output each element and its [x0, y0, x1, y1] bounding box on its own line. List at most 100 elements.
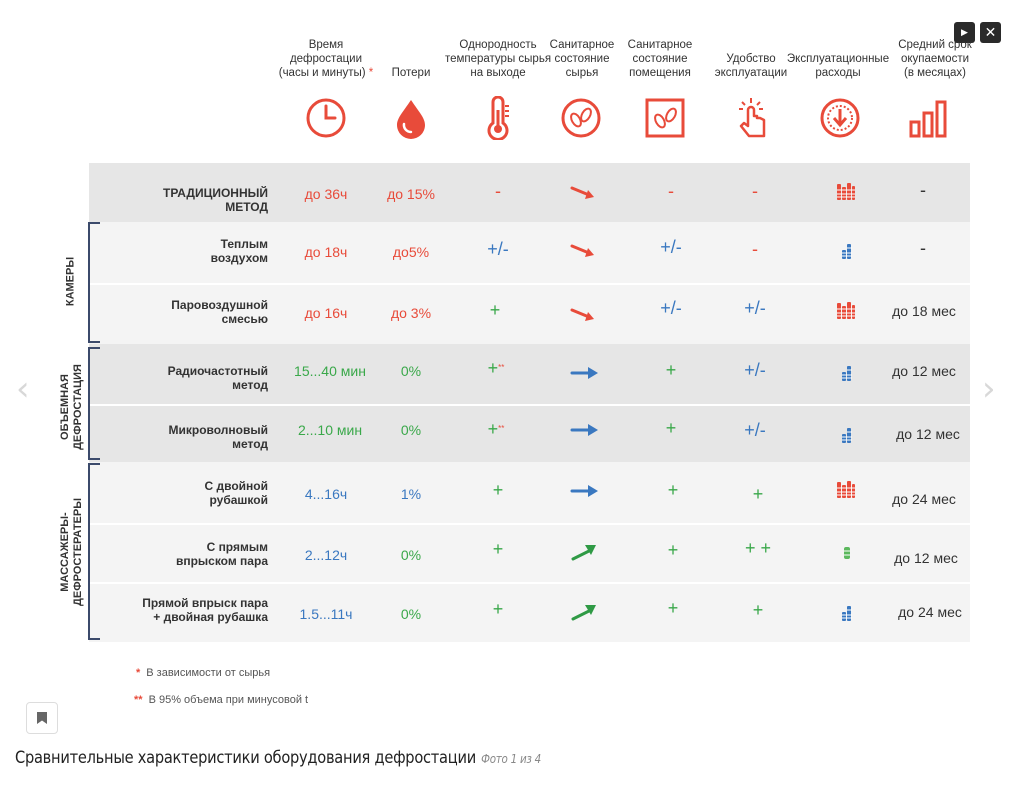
cell-loss: до5%: [392, 244, 430, 260]
row-label: Прямой впрыск пара + двойная рубашка: [110, 596, 268, 624]
row-label-line: Теплым: [220, 237, 268, 251]
cell-room-sanitary: +: [665, 360, 677, 380]
group-label-text: ДЕФРОСТАЦИЯ: [72, 364, 84, 450]
row-label-line: рубашкой: [209, 493, 269, 507]
cell-uniformity-value: +: [487, 358, 499, 378]
row-label-line: Радиочастотный: [167, 364, 268, 378]
header-line: окупаемости: [900, 53, 970, 65]
chevron-left-icon: ‹: [16, 369, 30, 409]
cell-payback: до 24 мес: [892, 491, 956, 507]
header-defrost-time: Время дефростации (часы и минуты) *: [274, 38, 378, 80]
cell-payback: до 18 мес: [892, 303, 956, 319]
header-payback: Средний срок окупаемости (в месяцах): [891, 38, 979, 80]
cell-room-sanitary: +: [665, 418, 677, 438]
group-label-massagers: МАССАЖЕРЫ- ДЕФРОСТЕРАТЕРЫ: [59, 492, 85, 612]
cell-room-sanitary: +/-: [660, 237, 682, 257]
footnote-mark: **: [134, 694, 143, 706]
cell-payback: до 24 мес: [898, 604, 962, 620]
cell-uniformity: +: [492, 480, 504, 500]
header-line: помещения: [629, 67, 691, 79]
cell-room-sanitary: -: [668, 181, 674, 201]
header-raw-sanitary: Санитарное состояние сырья: [545, 38, 619, 80]
cell-uniformity-value: +: [487, 419, 499, 439]
row-label: С прямым впрыском пара: [110, 540, 268, 568]
cell-time: 1.5...11ч: [299, 606, 353, 622]
row-label-line: воздухом: [210, 251, 268, 265]
cell-time: 15...40 мин: [294, 363, 366, 379]
group-label-text: ДЕФРОСТЕРАТЕРЫ: [72, 498, 84, 606]
group-bracket-massagers: [88, 463, 100, 640]
clock-icon: [304, 96, 348, 140]
cell-uniformity: +: [489, 300, 501, 320]
coin-single-icon: [844, 547, 850, 559]
row-band-warm-air: [89, 222, 970, 283]
cell-loss: 0%: [400, 363, 422, 379]
footnote-mark: *: [136, 667, 141, 679]
cell-convenience: -: [752, 181, 758, 201]
header-line: Санитарное: [627, 39, 693, 51]
row-band-traditional: [89, 163, 970, 222]
header-convenience: Удобство эксплуатации: [709, 52, 793, 80]
row-band-radio: [89, 344, 970, 404]
arrow-right-icon: [570, 424, 598, 436]
bacteria-icon: [559, 96, 603, 140]
cell-time: 4...16ч: [304, 486, 348, 502]
coins-high-icon: [837, 183, 855, 200]
cell-loss: 0%: [400, 547, 422, 563]
cell-convenience: +: [752, 484, 764, 504]
play-icon: ▶: [961, 27, 968, 37]
bookmark-button[interactable]: [26, 702, 58, 734]
next-photo-button[interactable]: ›: [982, 372, 996, 406]
row-label-line: ТРАДИЦИОННЫЙ: [163, 186, 268, 200]
row-label-line: впрыском пара: [175, 554, 268, 568]
cell-convenience: -: [752, 239, 758, 259]
header-line: Потери: [391, 67, 431, 79]
cell-payback: -: [920, 238, 926, 258]
row-label-line: метод: [232, 437, 268, 451]
cell-time: 2...12ч: [304, 547, 348, 563]
bookmark-icon: [37, 712, 47, 724]
photo-counter: Фото 1 из 4: [481, 752, 541, 766]
row-label-line: + двойная рубашка: [153, 610, 268, 624]
row-label: Радиочастотный метод: [110, 364, 268, 392]
arrow-up-icon: [571, 545, 596, 561]
arrow-right-icon: [570, 367, 598, 379]
cell-time: до 36ч: [304, 186, 348, 202]
chevron-right-icon: ›: [982, 369, 996, 409]
group-bracket-volumetric: [88, 347, 100, 460]
group-label-cameras: КАМЕРЫ: [65, 247, 78, 317]
cell-room-sanitary: +: [667, 598, 679, 618]
play-button[interactable]: ▶: [954, 22, 975, 43]
cell-payback: до 12 мес: [892, 363, 956, 379]
room-bacteria-icon: [643, 96, 687, 140]
caption-text: Сравнительные характеристики оборудовани…: [15, 748, 476, 768]
cell-convenience: +: [752, 600, 764, 620]
cell-payback: -: [920, 180, 926, 200]
coin-icon: [818, 96, 862, 140]
hand-pointer-icon: [730, 96, 774, 140]
arrow-down-icon: [570, 186, 594, 199]
cell-payback: до 12 мес: [896, 426, 960, 442]
double-asterisk-mark: **: [498, 363, 505, 372]
header-line: эксплуатации: [714, 67, 788, 79]
cell-convenience: +/-: [744, 298, 766, 318]
asterisk-mark: *: [368, 67, 374, 79]
cell-convenience: +/-: [744, 420, 766, 440]
row-label-line: С прямым: [206, 540, 268, 554]
cell-loss: до 3%: [390, 305, 432, 321]
header-line: дефростации: [289, 53, 363, 65]
row-label: Теплым воздухом: [110, 237, 268, 265]
arrow-down-icon: [570, 308, 594, 321]
header-line: (часы и минуты) *: [274, 66, 378, 80]
row-band-double-jacket: [89, 462, 970, 523]
cell-loss: 0%: [400, 606, 422, 622]
cell-time: до 16ч: [304, 305, 348, 321]
group-label-text: ОБЪЕМНАЯ: [59, 374, 71, 440]
row-label-line: смесью: [221, 312, 268, 326]
coins-high-icon: [837, 481, 855, 498]
close-button[interactable]: ✕: [980, 22, 1001, 43]
footnote-text: В 95% объема при минусовой t: [148, 694, 309, 706]
footnote-text: В зависимости от сырья: [146, 667, 271, 679]
header-line-text: (часы и минуты): [278, 67, 366, 79]
prev-photo-button[interactable]: ‹: [16, 372, 30, 406]
